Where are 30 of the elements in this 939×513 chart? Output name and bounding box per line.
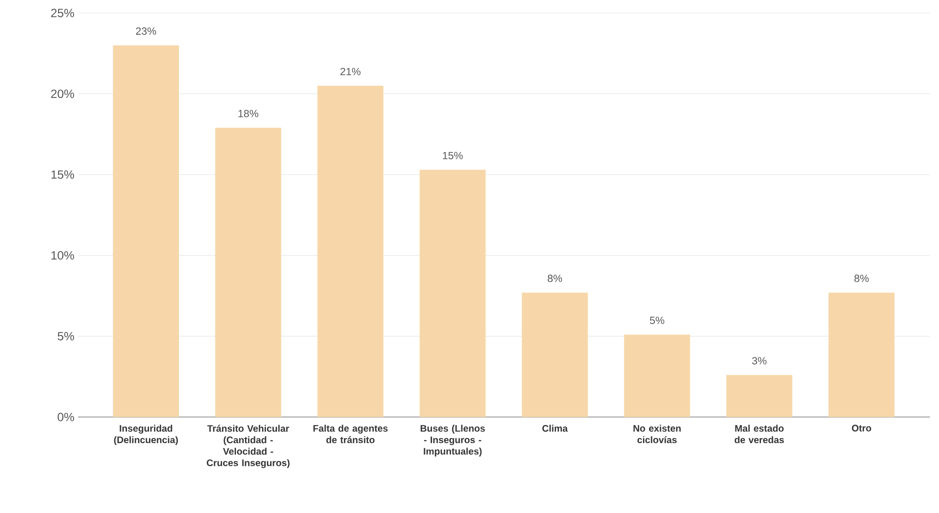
y-tick-label: 25% — [51, 8, 74, 18]
data-label: 8% — [854, 274, 869, 282]
y-tick-label: 10% — [51, 251, 74, 260]
bar — [112, 45, 179, 417]
bar — [317, 86, 384, 417]
y-tick-label: 0% — [58, 412, 74, 422]
data-label: 3% — [752, 357, 766, 364]
x-tick-label: Buses (Llenos - Inseguros - Impuntuales) — [420, 424, 485, 457]
bar — [420, 170, 486, 417]
x-tick-label: Mal estado de veredas — [734, 424, 784, 444]
data-label: 21% — [340, 68, 361, 76]
x-tick-label: Falta de agentes de tránsito — [313, 424, 388, 444]
x-tick-label: Otro — [852, 424, 872, 432]
data-label: 23% — [136, 27, 156, 35]
x-tick-label: Clima — [542, 424, 568, 432]
data-label: 18% — [238, 110, 258, 118]
bar — [828, 292, 895, 417]
y-tick-label: 15% — [51, 170, 74, 179]
x-tick-label: No existen ciclovías — [634, 424, 681, 444]
bar — [215, 128, 282, 417]
x-tick-label: Tránsito Vehicular (Cantidad - Velocidad - Cruces Inseguros) — [206, 424, 290, 468]
x-tick-label: Inseguridad (Delincuencia) — [114, 424, 178, 446]
y-tick-label: 5% — [58, 332, 74, 340]
bar — [624, 334, 690, 417]
data-label: 5% — [650, 316, 664, 324]
data-label: 15% — [442, 152, 463, 160]
bar — [726, 374, 792, 417]
y-tick-label: 20% — [51, 90, 74, 98]
data-label: 8% — [548, 274, 562, 282]
bar — [522, 292, 588, 417]
